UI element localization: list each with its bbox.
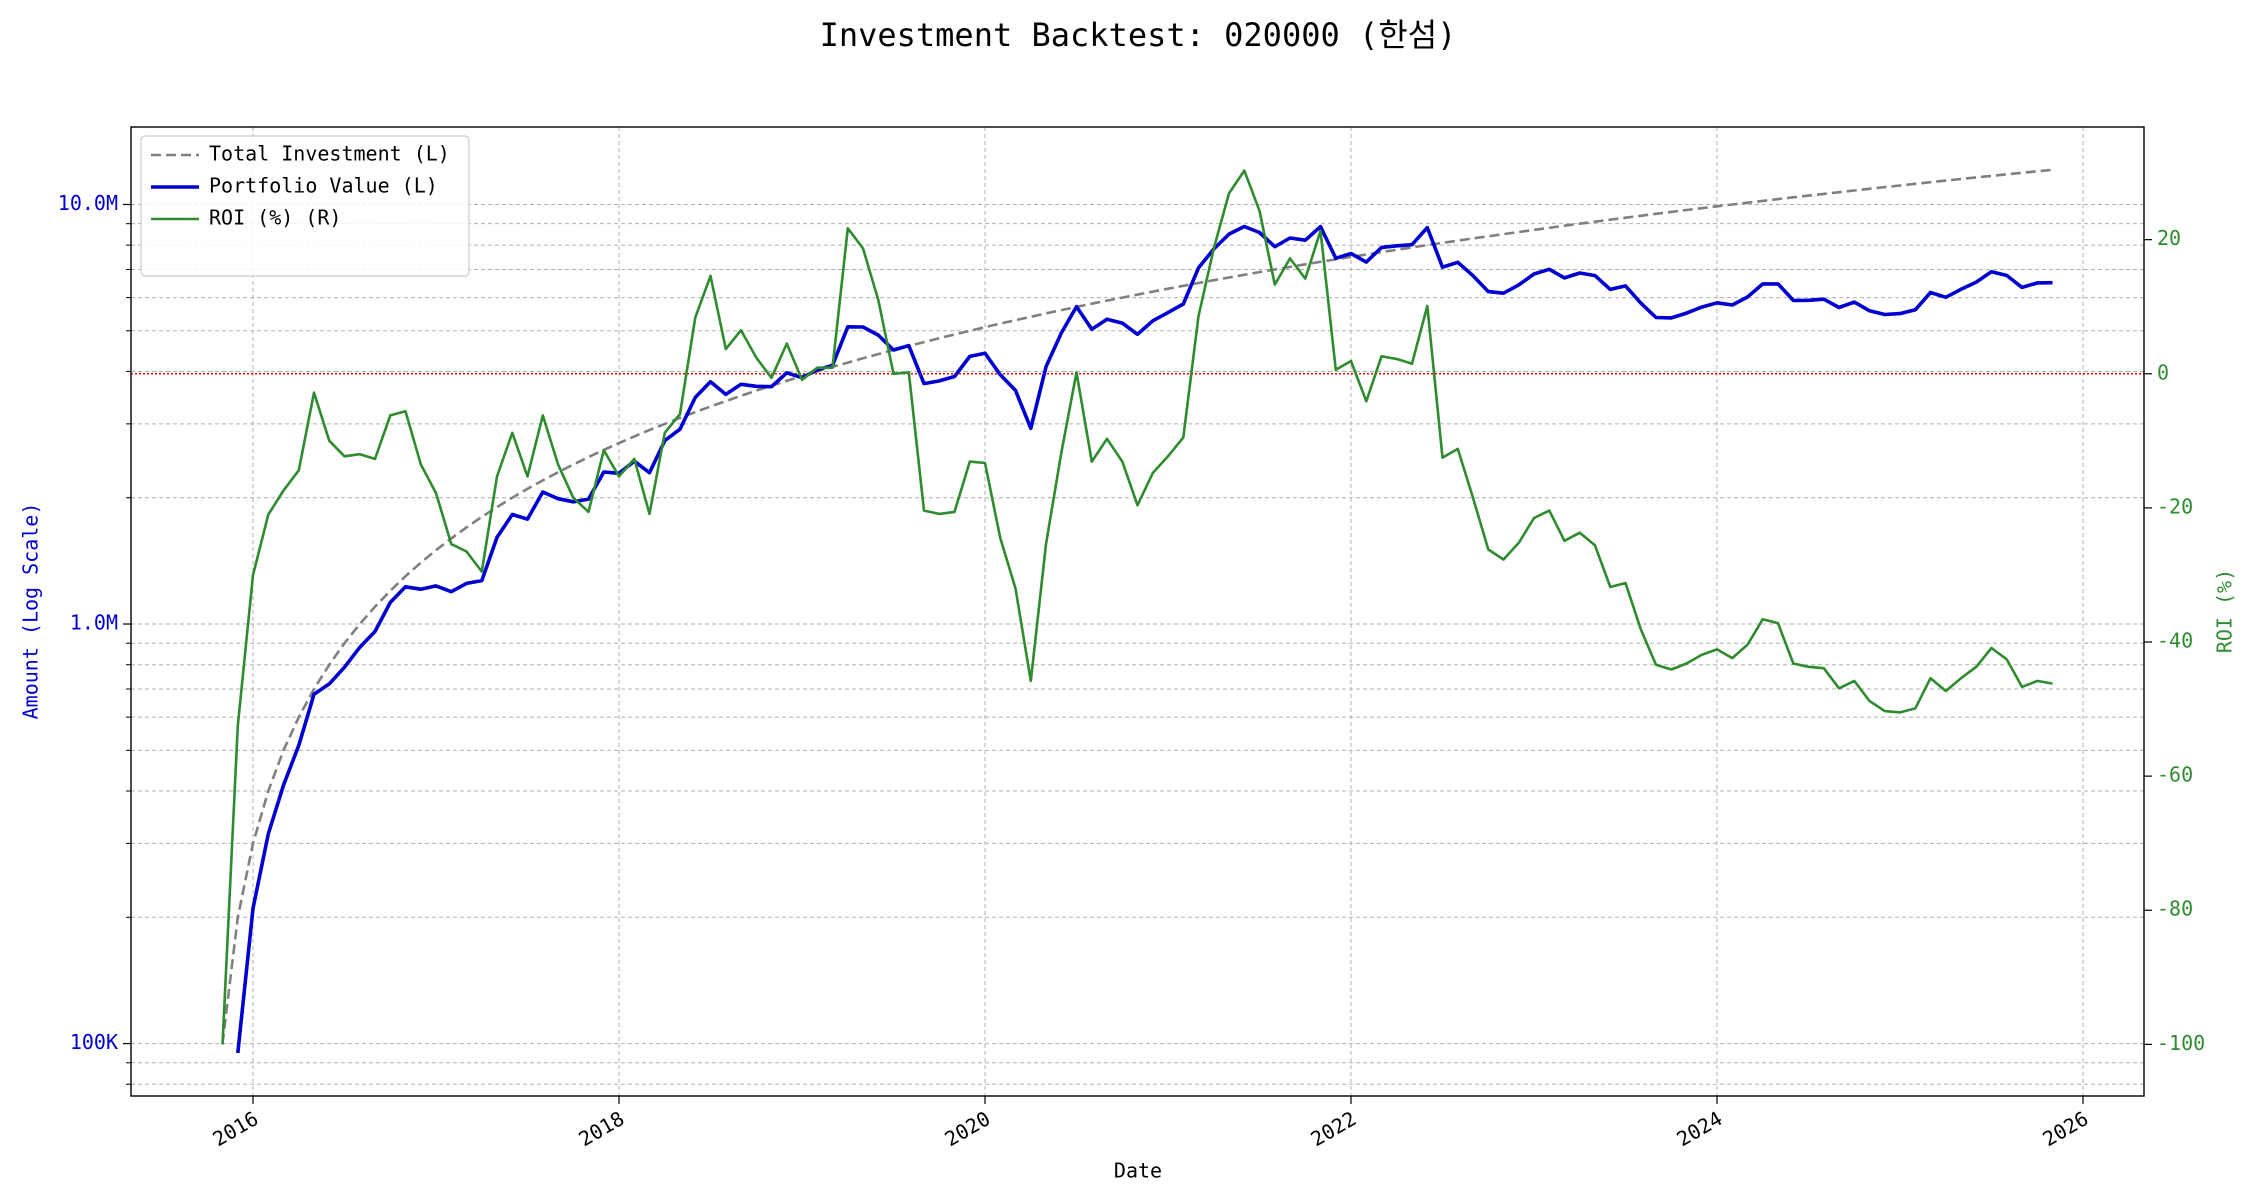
x-tick-label: 2018 (575, 1106, 629, 1151)
y-axis-label: Amount (Log Scale) (19, 503, 43, 720)
series-line (221, 169, 2053, 1045)
y2-tick-label: -100 (2157, 1031, 2205, 1055)
x-tick-label: 2024 (1673, 1106, 1727, 1151)
y2-tick-label: -80 (2157, 897, 2193, 921)
legend-label: Portfolio Value (L) (209, 174, 438, 198)
series-line (221, 168, 2053, 1044)
x-tick-label: 2026 (2039, 1106, 2093, 1151)
legend-box (140, 135, 470, 277)
y2-tick-label: 0 (2157, 360, 2169, 384)
x-axis-label: Date (1114, 1159, 1162, 1183)
y2-tick-label: -20 (2157, 494, 2193, 518)
series-line (236, 224, 2053, 1054)
y2-tick-label: -40 (2157, 629, 2193, 653)
chart-title: Investment Backtest: 020000 (한섬) (820, 16, 1457, 54)
x-tick-label: 2016 (209, 1106, 263, 1151)
legend-label: Total Investment (L) (209, 142, 450, 166)
y-tick-label: 100K (70, 1030, 118, 1054)
plot-frame (130, 126, 2145, 1097)
plot-area (221, 168, 2053, 1054)
x-tick-label: 2020 (941, 1106, 995, 1151)
y2-tick-label: -60 (2157, 763, 2193, 787)
y-tick-label: 1.0M (70, 611, 118, 635)
y2-tick-label: 20 (2157, 226, 2181, 250)
legend-label: ROI (%) (R) (209, 206, 341, 230)
y2-axis-label: ROI (%) (2213, 569, 2237, 653)
x-tick-label: 2022 (1307, 1106, 1361, 1151)
y-tick-label: 10.0M (58, 191, 118, 215)
